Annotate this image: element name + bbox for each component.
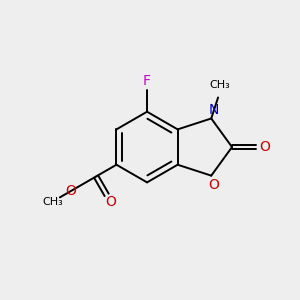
Text: O: O xyxy=(105,195,116,209)
Text: CH₃: CH₃ xyxy=(209,80,230,90)
Text: O: O xyxy=(209,178,220,192)
Text: CH₃: CH₃ xyxy=(42,196,63,206)
Text: O: O xyxy=(259,140,270,154)
Text: F: F xyxy=(143,74,151,88)
Text: N: N xyxy=(209,103,219,117)
Text: O: O xyxy=(65,184,76,198)
